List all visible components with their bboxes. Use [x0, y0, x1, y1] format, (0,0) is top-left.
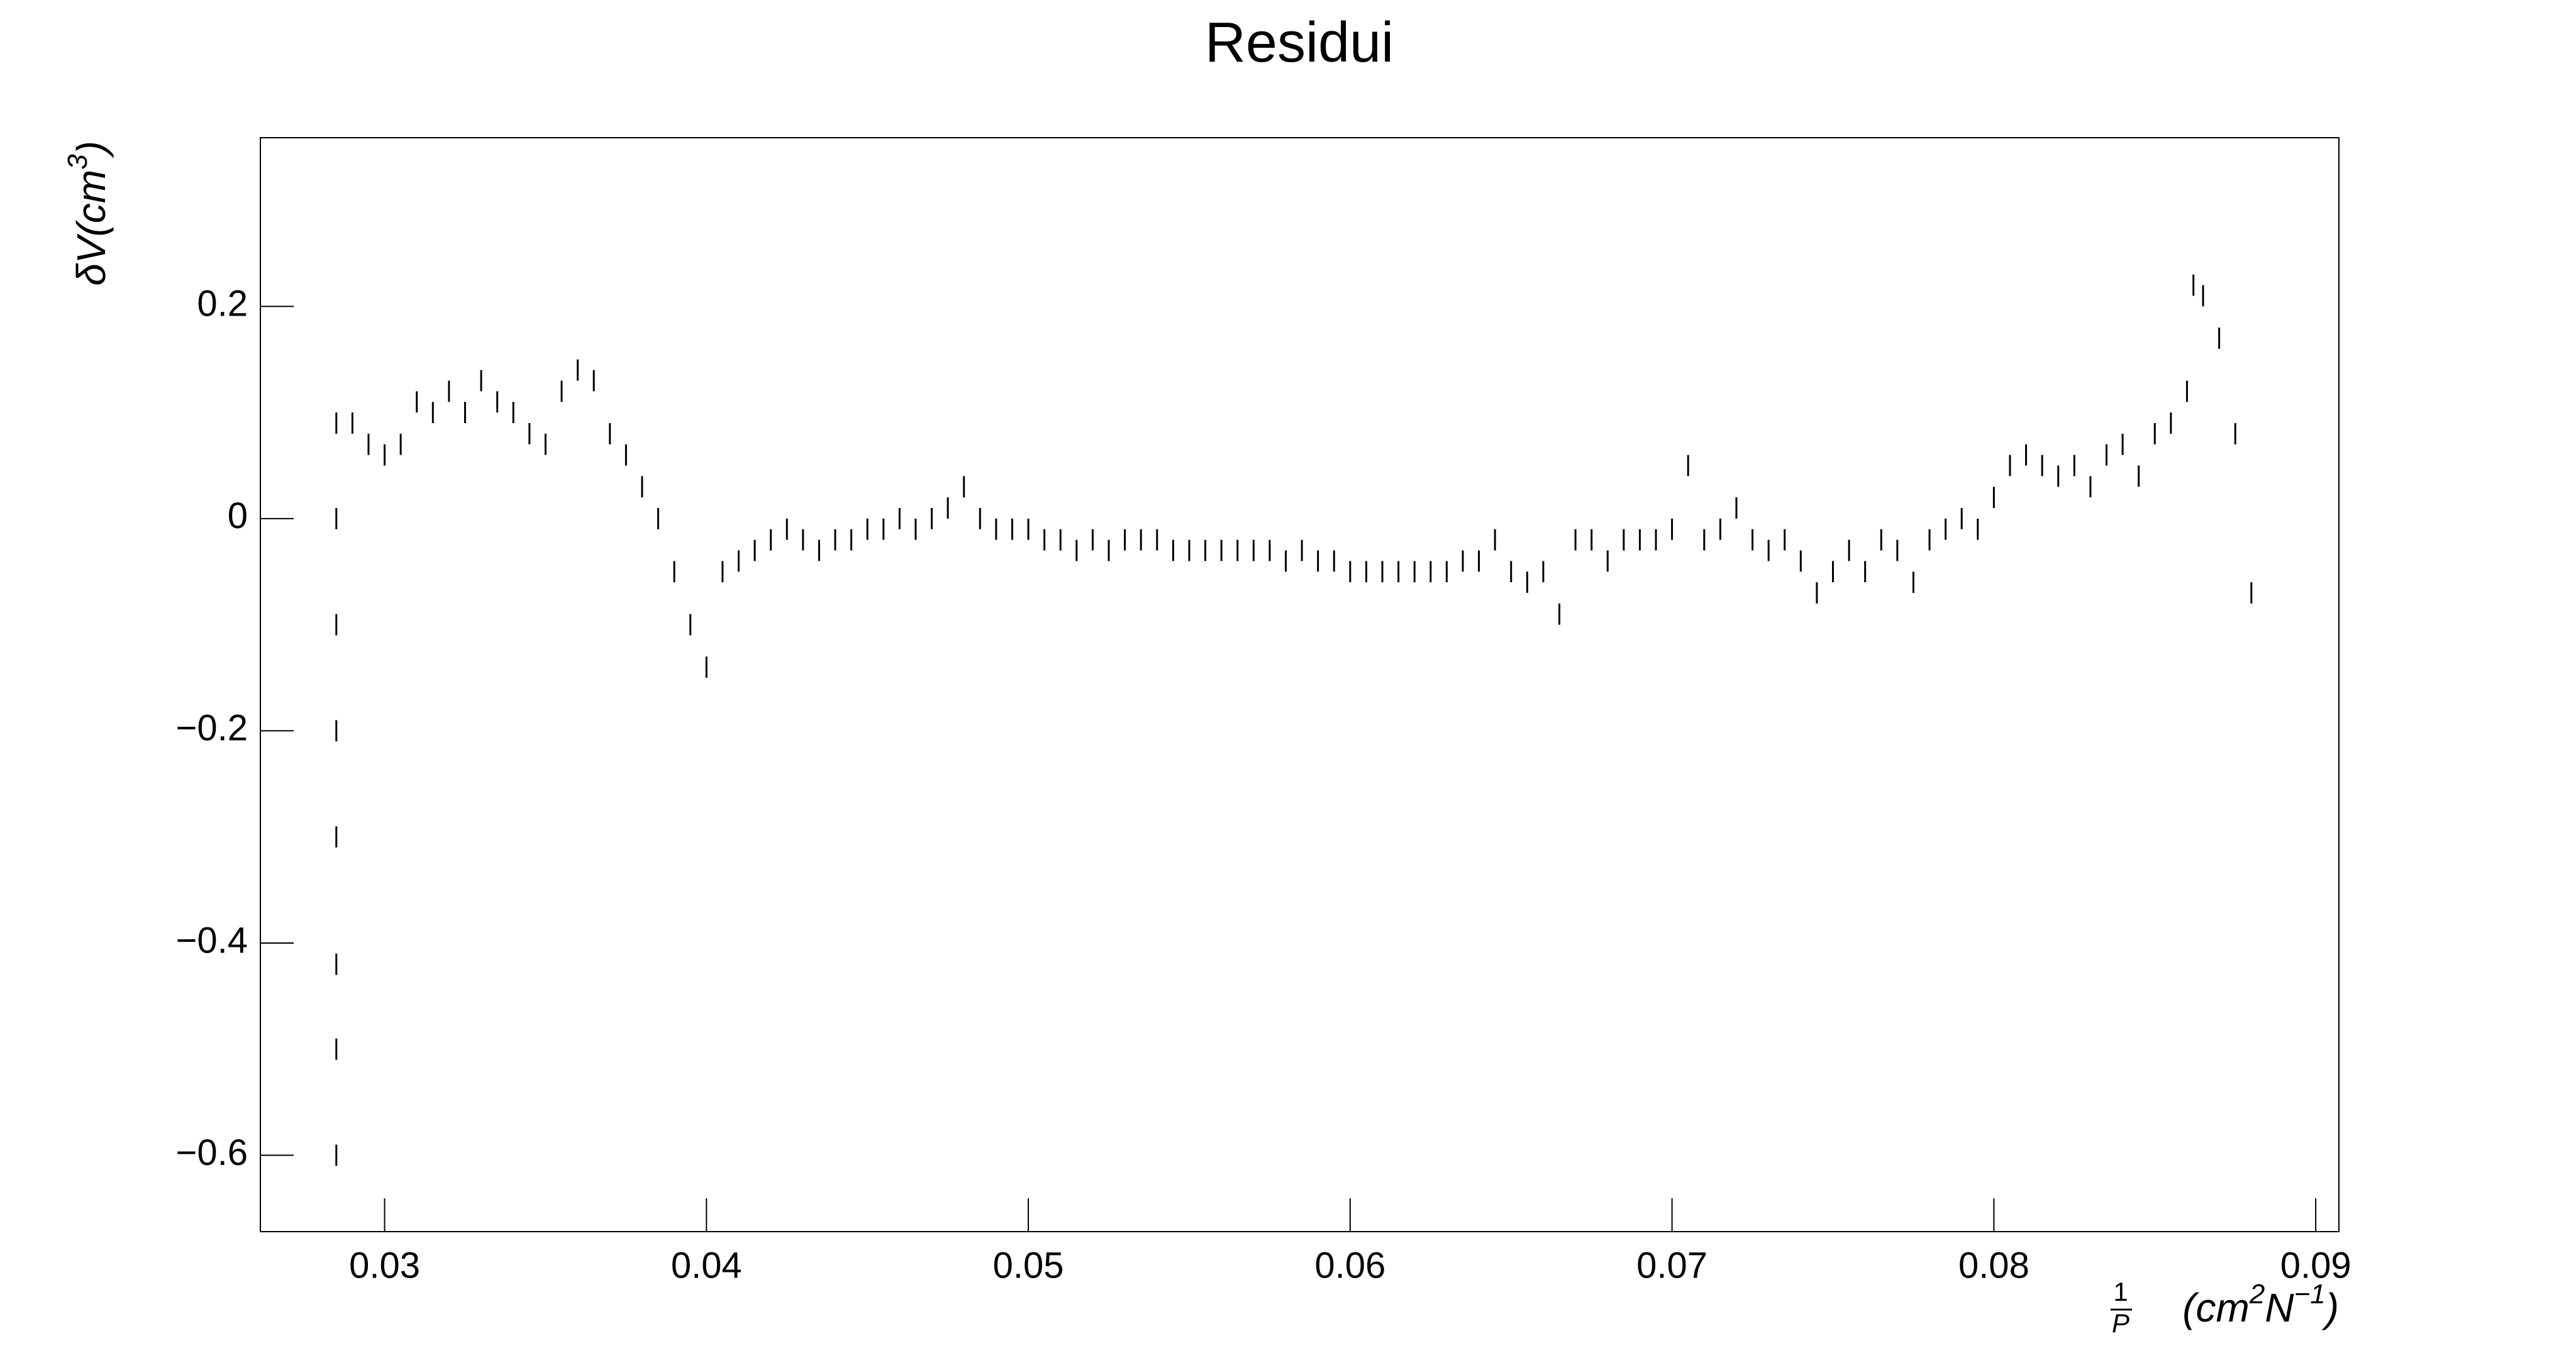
x-label-unit-a: (cm: [2182, 1285, 2250, 1330]
y-tick-label: −0.4: [176, 920, 248, 961]
chart-title: Residui: [1205, 11, 1394, 74]
x-tick-label: 0.08: [1958, 1245, 2029, 1286]
x-tick-label: 0.03: [349, 1245, 420, 1286]
y-tick-label: −0.2: [176, 708, 248, 749]
x-label-denominator: P: [2112, 1308, 2129, 1338]
x-tick-label: 0.05: [993, 1245, 1064, 1286]
x-tick-label: 0.04: [671, 1245, 742, 1286]
x-label-unit: (cm2N−1): [2182, 1279, 2339, 1330]
y-label-sup: 3: [62, 154, 93, 170]
x-tick-label: 0.09: [2280, 1245, 2351, 1286]
x-tick-label: 0.06: [1314, 1245, 1385, 1286]
x-label-sup-b: −1: [2294, 1279, 2326, 1310]
y-tick-label: 0: [228, 495, 248, 536]
x-axis-label: 1 P (cm2N−1): [2111, 1277, 2339, 1338]
y-label-base: δV(cm: [69, 170, 114, 286]
y-tick-label: 0.2: [197, 284, 248, 324]
y-tick-label: −0.6: [176, 1132, 248, 1173]
x-label-sup-a: 2: [2249, 1279, 2265, 1310]
x-label-numerator: 1: [2113, 1277, 2128, 1306]
y-axis-label: δV(cm3): [62, 141, 114, 286]
x-tick-label: 0.07: [1636, 1245, 1707, 1286]
x-label-unit-b: N: [2265, 1285, 2294, 1330]
plot-frame: [260, 137, 2340, 1232]
